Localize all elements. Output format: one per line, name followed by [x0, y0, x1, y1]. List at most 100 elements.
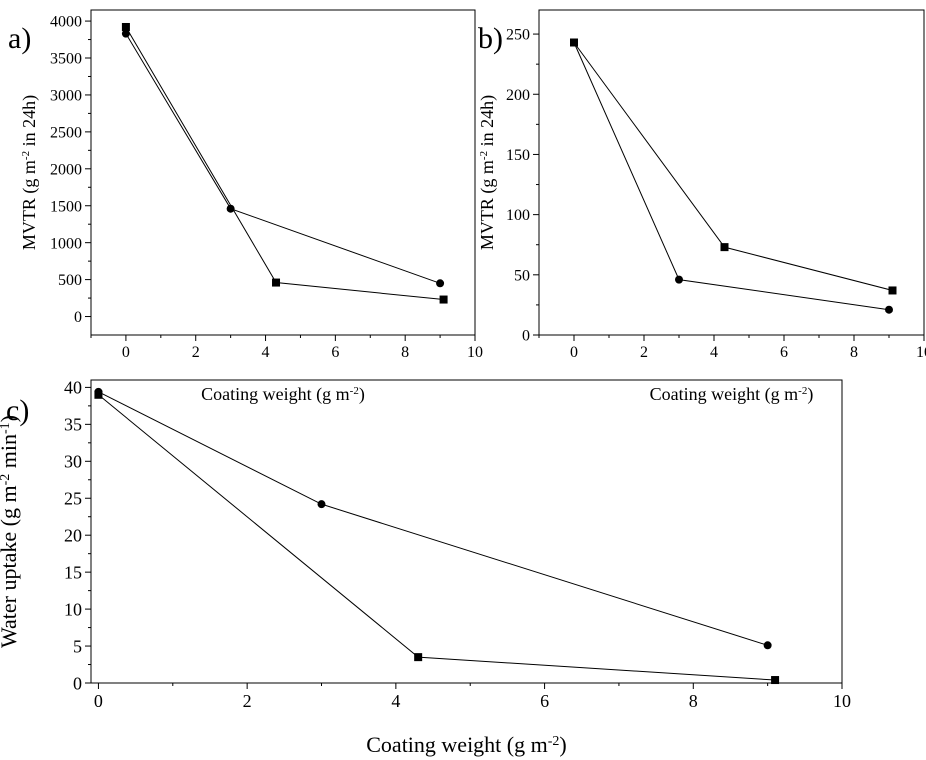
y-axis-label-sup: -2	[20, 151, 32, 160]
data-point-square	[720, 243, 729, 252]
x-tick-label: 8	[401, 344, 409, 361]
series-line-square	[98, 394, 776, 681]
y-tick-label: 1000	[50, 235, 82, 252]
data-point-square	[414, 653, 423, 662]
y-axis-label-part: min	[0, 434, 21, 474]
x-axis-label-part: )	[559, 732, 566, 757]
y-tick-label: 200	[506, 87, 530, 104]
y-tick-label: 5	[73, 636, 82, 656]
x-axis-label-part: )	[359, 384, 365, 405]
data-point-square	[771, 676, 780, 685]
y-tick-label: 1500	[50, 198, 82, 215]
plot-frame	[90, 379, 843, 684]
x-axis-label-sup: -2	[548, 734, 560, 749]
y-axis-label-part: Water uptake (g m	[0, 485, 21, 648]
chart-panel-1: 0 2 4 6 8 10 0 500 1000 1500 2000 2500 3000 3500 4000 a…	[8, 9, 483, 405]
y-axis-label-part: )	[0, 415, 21, 422]
x-tick-label: 2	[192, 344, 200, 361]
x-tick-label: 0	[94, 691, 103, 711]
x-tick-label: 10	[833, 691, 851, 711]
chart-panel-3: 0 2 4 6 8 10 0 5 10 15 20 25 30 35 40 c) Coating weight …	[0, 378, 851, 757]
data-point-circle	[317, 500, 326, 509]
series-line-circle	[125, 33, 441, 284]
x-tick-label: 8	[689, 691, 698, 711]
x-axis-label: Coating weight (g m-2)	[650, 384, 814, 405]
data-point-square	[272, 278, 281, 287]
y-tick-label: 50	[514, 267, 530, 284]
y-axis-label-sup: -2	[0, 474, 13, 486]
x-axis-label-sup: -2	[350, 385, 359, 397]
y-axis-label: MVTR (g m-2 in 24h)	[19, 95, 40, 250]
data-point-square	[570, 38, 578, 47]
x-tick-label: 4	[710, 344, 718, 361]
y-axis-label: Water uptake (g m-2 min-1)	[0, 415, 21, 648]
data-point-circle	[885, 305, 893, 314]
data-point-circle	[763, 641, 772, 650]
x-tick-label: 2	[243, 691, 252, 711]
y-tick-label: 3500	[50, 51, 82, 68]
data-point-circle	[675, 275, 683, 284]
series-line-square	[125, 26, 444, 301]
x-axis-label-part: Coating weight (g m	[201, 384, 349, 405]
y-tick-label: 20	[64, 525, 82, 545]
y-tick-label: 30	[64, 452, 82, 472]
x-tick-label: 0	[570, 344, 578, 361]
y-tick-label: 0	[73, 673, 82, 693]
x-axis-label-sup: -2	[798, 385, 807, 397]
x-tick-label: 4	[262, 344, 270, 361]
panel-label: a)	[8, 22, 31, 55]
x-tick-label: 10	[467, 344, 483, 361]
x-axis-label: Coating weight (g m-2)	[366, 732, 566, 757]
y-axis-label-part: in 24h)	[477, 95, 498, 151]
y-tick-label: 0	[74, 309, 82, 326]
y-tick-label: 4000	[50, 14, 82, 31]
x-axis-label: Coating weight (g m-2)	[201, 384, 365, 405]
series-line-circle	[573, 42, 890, 311]
y-tick-label: 100	[506, 207, 530, 224]
x-tick-label: 0	[122, 344, 130, 361]
y-axis-label-part: MVTR (g m	[477, 160, 498, 250]
x-tick-label: 2	[640, 344, 648, 361]
x-tick-label: 8	[850, 344, 858, 361]
y-axis-label-sup: -2	[478, 151, 490, 160]
y-tick-label: 500	[58, 272, 82, 289]
panel-label: c)	[6, 394, 29, 427]
y-tick-label: 2500	[50, 124, 82, 141]
y-axis-label-part: in 24h)	[19, 95, 40, 151]
x-tick-label: 6	[780, 344, 788, 361]
x-tick-label: 6	[331, 344, 339, 361]
x-tick-label: 6	[540, 691, 549, 711]
data-point-square	[439, 295, 448, 304]
panel-label: b)	[478, 22, 503, 55]
series-line-square	[573, 42, 893, 291]
x-tick-label: 4	[391, 691, 400, 711]
chart-panel-2: 0246810050100150200250b)Coating weight (…	[477, 9, 926, 405]
x-axis-label-part: Coating weight (g m	[366, 732, 547, 757]
y-axis-label: MVTR (g m-2 in 24h)	[477, 95, 498, 250]
x-tick-label: 10	[916, 344, 926, 361]
y-tick-label: 40	[64, 378, 82, 398]
plot-frame	[538, 9, 925, 336]
y-tick-label: 2000	[50, 161, 82, 178]
data-point-square	[121, 22, 130, 31]
y-tick-label: 35	[64, 415, 82, 435]
data-point-circle	[121, 29, 130, 38]
series-line-circle	[98, 391, 768, 646]
y-tick-label: 25	[64, 489, 82, 509]
y-tick-label: 0	[522, 328, 530, 345]
y-tick-label: 3000	[50, 88, 82, 105]
data-point-circle	[226, 204, 235, 213]
x-axis-label-part: )	[807, 384, 813, 405]
y-tick-label: 15	[64, 562, 82, 582]
data-point-circle	[436, 279, 445, 288]
y-axis-label-part: MVTR (g m	[19, 160, 40, 250]
x-axis-label-part: Coating weight (g m	[650, 384, 798, 405]
y-tick-label: 250	[506, 27, 530, 44]
data-point-square	[94, 390, 103, 399]
plot-frame	[90, 9, 476, 336]
y-axis-label-sup: -1	[0, 422, 13, 434]
y-tick-label: 150	[506, 147, 530, 164]
data-point-square	[888, 286, 897, 295]
